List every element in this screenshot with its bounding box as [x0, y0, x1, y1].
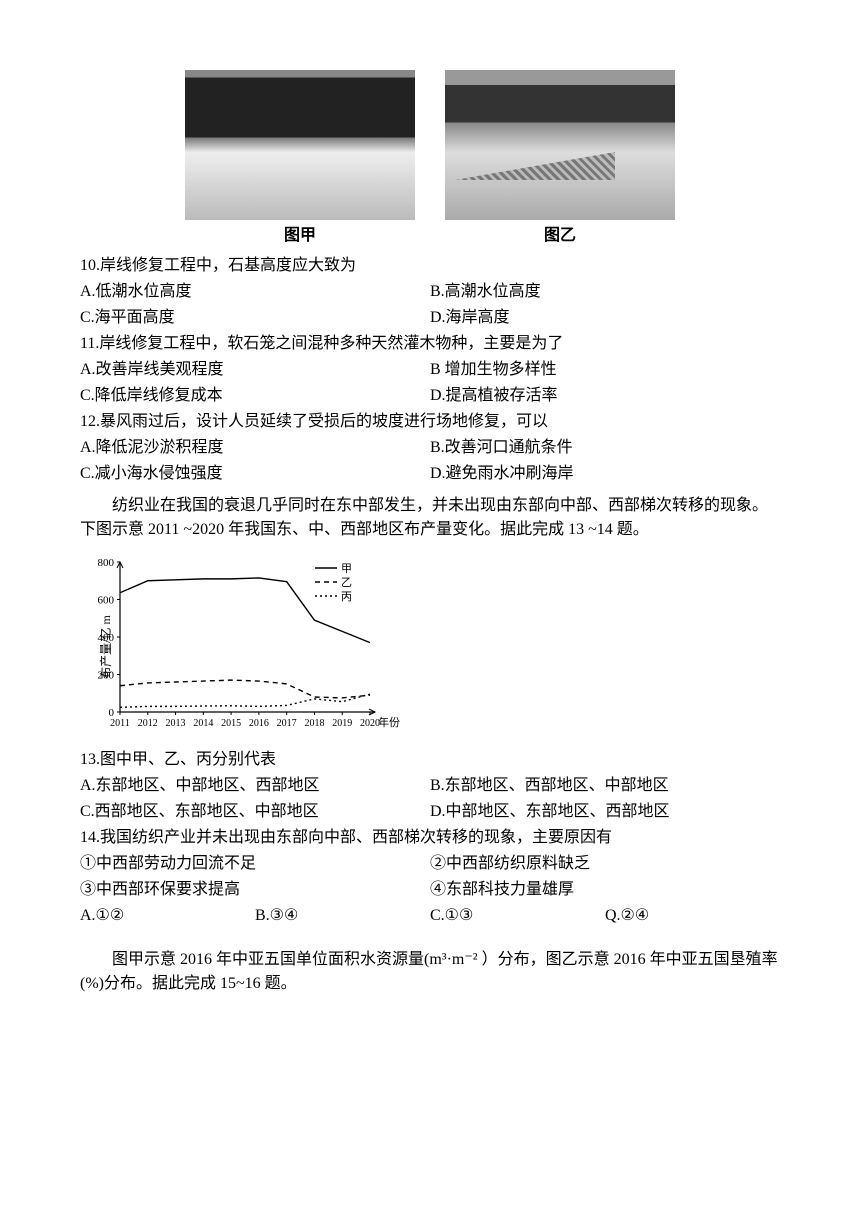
q10-row1: A.低潮水位高度 B.高潮水位高度 — [80, 280, 780, 304]
q11-row1: A.改善岸线美观程度 B 增加生物多样性 — [80, 358, 780, 382]
svg-text:2016: 2016 — [249, 718, 269, 729]
q14-c2: ②中西部纺织原料缺乏 — [430, 852, 780, 876]
q14-optB: B.③④ — [255, 904, 430, 928]
svg-text:2011: 2011 — [110, 718, 130, 729]
svg-text:800: 800 — [98, 557, 115, 569]
q12-optB: B.改善河口通航条件 — [430, 436, 780, 460]
caption-yi: 图乙 — [544, 224, 576, 248]
q14-optD: Q.②④ — [605, 904, 780, 928]
q11-row2: C.降低岸线修复成本 D.提高植被存活率 — [80, 384, 780, 408]
q11-optA: A.改善岸线美观程度 — [80, 358, 430, 382]
svg-text:丙: 丙 — [341, 591, 352, 603]
q11-optC: C.降低岸线修复成本 — [80, 384, 430, 408]
q11-optD: D.提高植被存活率 — [430, 384, 780, 408]
q12-optC: C.减小海水侵蚀强度 — [80, 462, 430, 486]
passage-central-asia: 图甲示意 2016 年中亚五国单位面积水资源量(m³·m⁻² ）分布，图乙示意 … — [80, 948, 780, 996]
q14-optC: C.①③ — [430, 904, 605, 928]
q14-options: A.①② B.③④ C.①③ Q.②④ — [80, 904, 780, 928]
q10-optB: B.高潮水位高度 — [430, 280, 780, 304]
q13-row1: A.东部地区、中部地区、西部地区 B.东部地区、西部地区、中部地区 — [80, 774, 780, 798]
q10-optA: A.低潮水位高度 — [80, 280, 430, 304]
q14-optA: A.①② — [80, 904, 255, 928]
svg-text:2018: 2018 — [304, 718, 324, 729]
svg-text:2012: 2012 — [138, 718, 158, 729]
svg-text:2013: 2013 — [166, 718, 186, 729]
q12-row2: C.减小海水侵蚀强度 D.避免雨水冲刷海岸 — [80, 462, 780, 486]
q10-optD: D.海岸高度 — [430, 306, 780, 330]
photo-jia — [185, 70, 415, 220]
q13-optB: B.东部地区、西部地区、中部地区 — [430, 774, 780, 798]
q14-c3: ③中西部环保要求提高 — [80, 878, 430, 902]
figure-jia: 图甲 — [185, 70, 415, 248]
svg-text:600: 600 — [98, 595, 115, 607]
svg-text:2020: 2020 — [360, 718, 380, 729]
chart-svg: 0200400600800201120122013201420152016201… — [80, 552, 400, 742]
q14-stem: 14.我国纺织产业并未出现由东部向中部、西部梯次转移的现象，主要原因有 — [80, 826, 780, 850]
caption-jia: 图甲 — [284, 224, 316, 248]
q12-optD: D.避免雨水冲刷海岸 — [430, 462, 780, 486]
q14-c4: ④东部科技力量雄厚 — [430, 878, 780, 902]
q11-stem: 11.岸线修复工程中，软石笼之间混种多种天然灌木物种，主要是为了 — [80, 332, 780, 356]
svg-text:乙: 乙 — [341, 576, 352, 589]
svg-text:2014: 2014 — [193, 718, 213, 729]
q14-c1: ①中西部劳动力回流不足 — [80, 852, 430, 876]
q10-optC: C.海平面高度 — [80, 306, 430, 330]
svg-text:2017: 2017 — [277, 718, 297, 729]
svg-text:2019: 2019 — [332, 718, 352, 729]
q13-stem: 13.图中甲、乙、丙分别代表 — [80, 748, 780, 772]
figure-group: 图甲 图乙 — [80, 70, 780, 248]
figure-yi: 图乙 — [445, 70, 675, 248]
line-chart: 布产量/亿 m 02004006008002011201220132014201… — [80, 552, 400, 742]
q12-optA: A.降低泥沙淤积程度 — [80, 436, 430, 460]
svg-text:年份: 年份 — [378, 715, 400, 729]
svg-text:甲: 甲 — [341, 563, 352, 575]
q13-row2: C.西部地区、东部地区、中部地区 D.中部地区、东部地区、西部地区 — [80, 800, 780, 824]
chart-ylabel: 布产量/亿 m — [97, 615, 115, 679]
line-chart-container: 布产量/亿 m 02004006008002011201220132014201… — [80, 552, 780, 742]
q14-choices2: ③中西部环保要求提高 ④东部科技力量雄厚 — [80, 878, 780, 902]
passage-textile: 纺织业在我国的衰退几乎同时在东中部发生，并未出现由东部向中部、西部梯次转移的现象… — [80, 494, 780, 542]
svg-text:2015: 2015 — [221, 718, 241, 729]
q13-optD: D.中部地区、东部地区、西部地区 — [430, 800, 780, 824]
q10-stem: 10.岸线修复工程中，石基高度应大致为 — [80, 254, 780, 278]
photo-yi — [445, 70, 675, 220]
q13-optC: C.西部地区、东部地区、中部地区 — [80, 800, 430, 824]
q12-stem: 12.暴风雨过后，设计人员延续了受损后的坡度进行场地修复，可以 — [80, 410, 780, 434]
q12-row1: A.降低泥沙淤积程度 B.改善河口通航条件 — [80, 436, 780, 460]
q11-optB: B 增加生物多样性 — [430, 358, 780, 382]
q10-row2: C.海平面高度 D.海岸高度 — [80, 306, 780, 330]
q14-choices1: ①中西部劳动力回流不足 ②中西部纺织原料缺乏 — [80, 852, 780, 876]
q13-optA: A.东部地区、中部地区、西部地区 — [80, 774, 430, 798]
